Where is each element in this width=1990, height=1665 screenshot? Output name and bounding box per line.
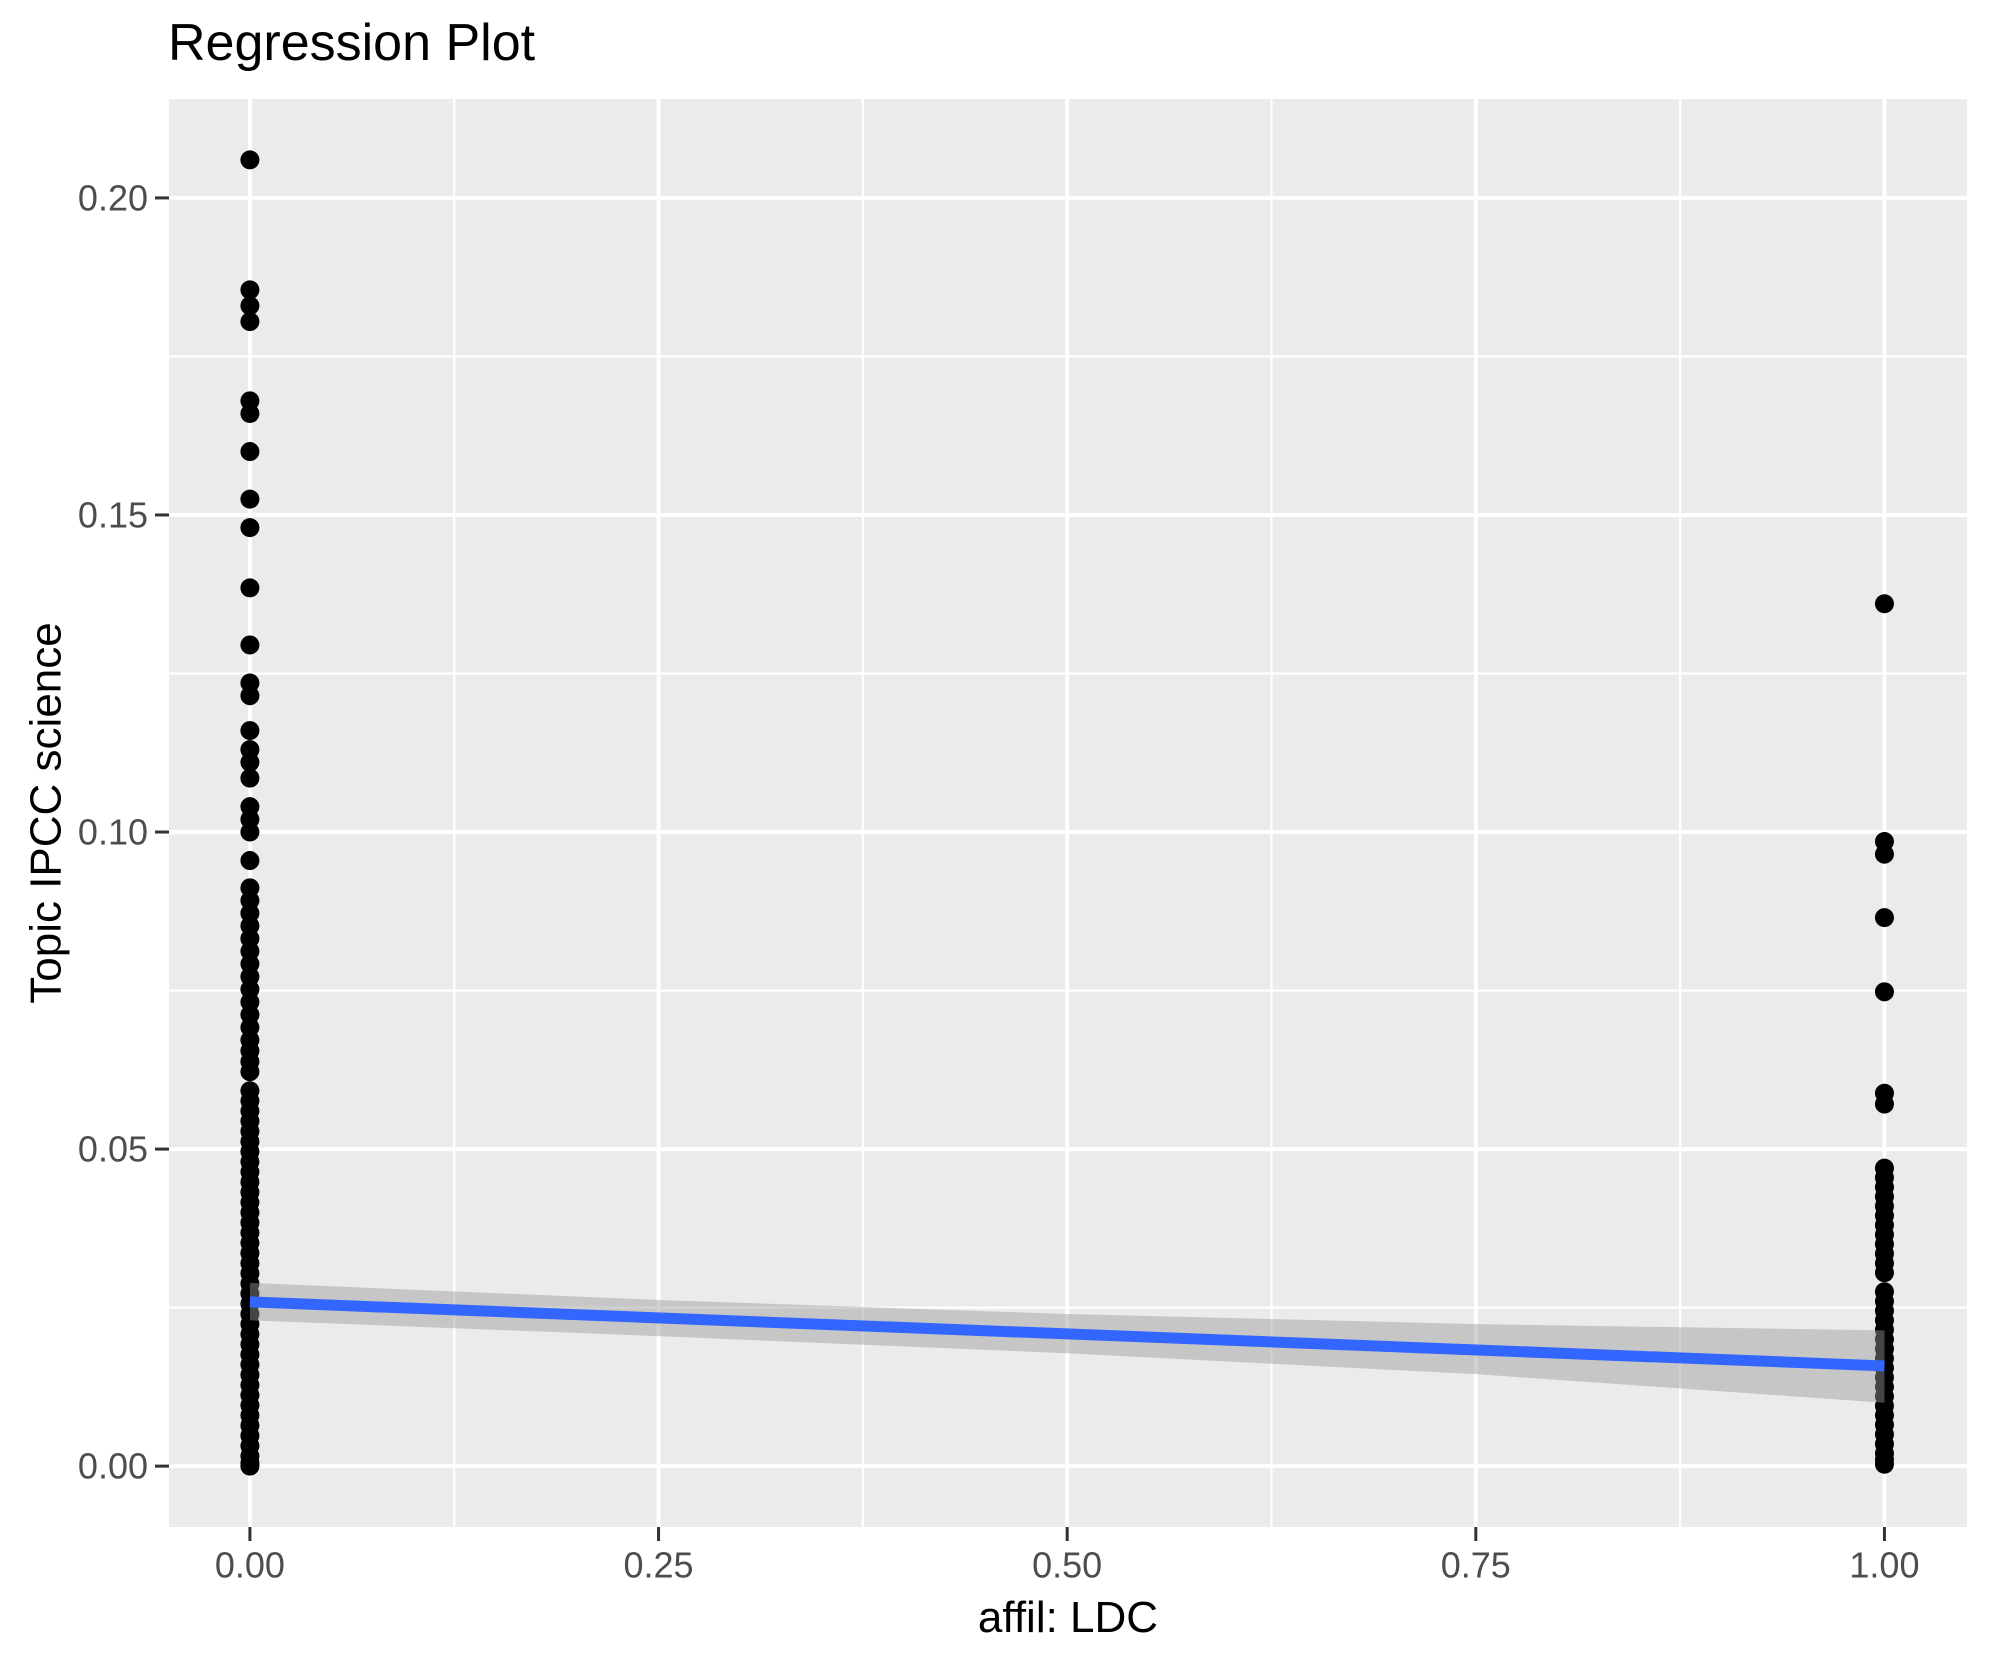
data-point — [240, 721, 260, 741]
data-point — [240, 404, 260, 424]
x-axis-tick-labels: 0.00 0.25 0.50 0.75 1.00 — [215, 1545, 1920, 1586]
y-tick-label: 0.20 — [78, 177, 148, 218]
data-point — [240, 489, 260, 509]
x-tick-label: 0.25 — [624, 1545, 694, 1586]
x-axis-ticks — [248, 1527, 1886, 1541]
x-tick-label: 0.50 — [1032, 1545, 1102, 1586]
y-tick-label: 0.05 — [78, 1129, 148, 1170]
data-point — [240, 768, 260, 788]
data-point — [240, 752, 260, 772]
data-point — [240, 851, 260, 871]
data-point — [240, 312, 260, 332]
data-point — [240, 686, 260, 706]
data-point — [1874, 982, 1894, 1002]
data-point — [240, 822, 260, 842]
x-tick-label: 0.00 — [215, 1545, 285, 1586]
data-point — [1874, 1454, 1894, 1474]
data-point — [1874, 1263, 1894, 1283]
data-point — [240, 150, 260, 170]
data-point — [240, 280, 260, 300]
data-point — [1874, 908, 1894, 928]
y-tick-label: 0.10 — [78, 812, 148, 853]
data-point — [240, 635, 260, 655]
y-axis-tick-labels: 0.00 0.05 0.10 0.15 0.20 — [78, 177, 148, 1486]
y-axis-title: Topic IPCC science — [22, 622, 71, 1003]
y-axis-ticks — [155, 196, 169, 1468]
data-point — [240, 442, 260, 462]
regression-line — [249, 1296, 1885, 1372]
data-point — [240, 1456, 260, 1476]
data-point — [240, 578, 260, 598]
data-point — [240, 1062, 260, 1082]
data-point — [1874, 844, 1894, 864]
chart-title: Regression Plot — [168, 14, 536, 72]
y-tick-label: 0.00 — [78, 1446, 148, 1487]
x-tick-label: 0.75 — [1441, 1545, 1511, 1586]
data-point — [1874, 594, 1894, 614]
data-point — [1874, 1094, 1894, 1114]
x-axis-title: affil: LDC — [978, 1593, 1158, 1642]
scatter-points — [240, 150, 1894, 1476]
data-point — [240, 296, 260, 316]
y-tick-label: 0.15 — [78, 494, 148, 535]
x-tick-label: 1.00 — [1849, 1545, 1919, 1586]
data-point — [240, 518, 260, 538]
